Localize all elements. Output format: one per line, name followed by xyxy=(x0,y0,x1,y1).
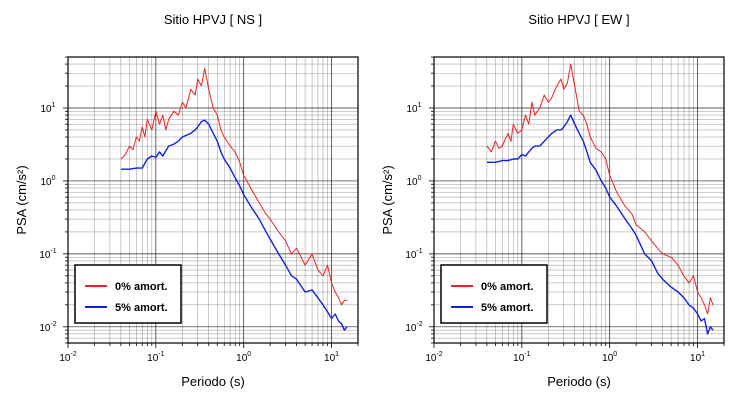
legend: 0% amort. 5% amort. xyxy=(74,264,182,324)
y-tick-label: 10-1 xyxy=(39,248,56,261)
series-line-0 xyxy=(120,67,347,306)
x-tick-label: 10-2 xyxy=(59,351,76,364)
x-tick-label: 100 xyxy=(236,351,251,364)
chart-title: Sitio HPVJ [ NS ] xyxy=(164,12,262,27)
x-axis-label: Periodo (s) xyxy=(181,374,245,389)
plot-frame xyxy=(67,56,359,344)
legend-box xyxy=(440,264,548,324)
y-axis-label: PSA (cm/s²) xyxy=(14,165,29,234)
y-tick-label: 100 xyxy=(406,175,421,188)
legend: 0% amort. 5% amort. xyxy=(440,264,548,324)
chart-panel-0: Sitio HPVJ [ NS ] 10-2 10-1 100 101 10-2 10-1 1… xyxy=(14,12,359,389)
legend-label-1: 5% amort. xyxy=(481,302,534,314)
chart-title: Sitio HPVJ [ EW ] xyxy=(528,12,629,27)
y-tick-label: 10-1 xyxy=(405,248,422,261)
y-axis-label: PSA (cm/s²) xyxy=(380,165,395,234)
y-tick-label: 101 xyxy=(40,102,55,115)
x-tick-label: 10-1 xyxy=(147,351,164,364)
legend-box xyxy=(74,264,182,324)
x-tick-label: 10-2 xyxy=(425,351,442,364)
y-tick-label: 10-2 xyxy=(39,321,56,334)
x-tick-label: 101 xyxy=(690,351,705,364)
series-line-0 xyxy=(486,63,714,315)
series-line-1 xyxy=(120,119,348,331)
x-tick-label: 10-1 xyxy=(513,351,530,364)
series-line-1 xyxy=(486,114,714,335)
y-tick-label: 100 xyxy=(40,175,55,188)
x-tick-label: 100 xyxy=(602,351,617,364)
plot-frame xyxy=(433,56,725,344)
legend-label-1: 5% amort. xyxy=(115,302,168,314)
legend-label-0: 0% amort. xyxy=(481,281,534,293)
x-axis-label: Periodo (s) xyxy=(547,374,611,389)
x-tick-label: 101 xyxy=(324,351,339,364)
y-tick-label: 10-2 xyxy=(405,321,422,334)
legend-label-0: 0% amort. xyxy=(115,281,168,293)
chart-panel-1: Sitio HPVJ [ EW ] 10-2 10-1 100 101 10-2 10-1 1… xyxy=(380,12,725,389)
y-tick-label: 101 xyxy=(406,102,421,115)
